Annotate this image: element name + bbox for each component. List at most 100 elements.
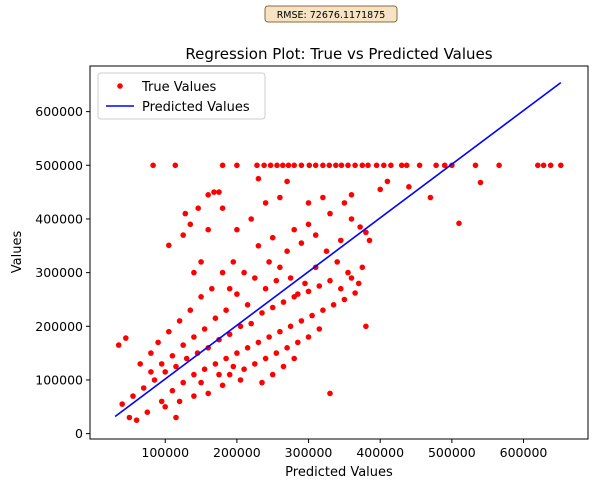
data-point	[312, 162, 319, 169]
data-point	[262, 200, 269, 206]
data-point	[320, 307, 326, 314]
data-point	[341, 200, 348, 206]
data-point	[547, 162, 554, 169]
data-point	[259, 310, 265, 316]
data-point	[198, 259, 204, 265]
data-point	[151, 377, 158, 383]
data-point	[158, 361, 165, 367]
data-point	[345, 162, 351, 169]
data-point	[363, 229, 369, 236]
data-point	[280, 162, 286, 169]
data-point	[280, 299, 287, 305]
data-point	[176, 398, 183, 405]
data-point	[248, 320, 254, 327]
data-point	[273, 277, 280, 284]
plot-area	[90, 66, 588, 439]
data-point	[266, 334, 272, 340]
data-point	[381, 162, 387, 169]
x-tick-label: 200000	[213, 445, 261, 460]
data-point	[287, 275, 294, 281]
data-point	[338, 237, 344, 244]
data-point	[150, 162, 156, 169]
data-point	[169, 353, 176, 359]
data-point	[291, 355, 298, 362]
data-point	[338, 285, 344, 292]
data-point	[119, 401, 125, 407]
data-point	[237, 323, 244, 330]
data-point	[216, 371, 222, 378]
data-point	[334, 259, 341, 265]
data-point	[241, 269, 247, 276]
data-point	[357, 224, 363, 230]
data-point	[191, 371, 197, 378]
data-point	[234, 226, 240, 233]
data-point	[234, 162, 240, 169]
data-point	[284, 178, 290, 185]
data-point	[166, 328, 172, 335]
data-point	[183, 355, 190, 362]
y-tick-label: 500000	[35, 158, 83, 173]
data-point	[433, 162, 439, 169]
data-point	[148, 369, 154, 375]
data-point	[306, 162, 313, 169]
data-point	[295, 291, 301, 297]
data-point	[191, 393, 197, 399]
data-point	[162, 369, 168, 375]
y-axis-label: Values	[10, 231, 25, 274]
data-point	[535, 162, 541, 169]
data-point	[123, 335, 129, 341]
data-point	[212, 315, 219, 322]
regression-line	[114, 81, 562, 418]
data-point	[252, 275, 258, 281]
data-point	[130, 393, 136, 399]
data-point	[252, 361, 258, 367]
data-point	[287, 323, 294, 330]
data-point	[298, 240, 305, 246]
data-point	[155, 339, 161, 346]
data-point	[365, 162, 371, 169]
axes-frame	[89, 65, 589, 440]
data-point	[285, 162, 292, 169]
data-point	[201, 326, 208, 332]
data-point	[248, 216, 254, 222]
data-point	[373, 162, 380, 169]
data-point	[244, 302, 251, 308]
data-point	[327, 210, 333, 217]
data-point	[302, 280, 308, 287]
data-point	[261, 162, 267, 169]
data-point	[305, 334, 312, 340]
y-tick-label: 200000	[35, 319, 83, 334]
data-point	[284, 345, 290, 351]
data-point	[148, 350, 154, 356]
data-point	[327, 390, 333, 397]
data-point	[277, 264, 283, 271]
data-point	[191, 269, 197, 276]
y-tick-label: 400000	[35, 211, 83, 226]
data-point	[259, 379, 265, 386]
data-point	[226, 331, 233, 338]
data-point	[327, 277, 333, 284]
data-point	[205, 192, 211, 198]
data-point	[309, 312, 315, 319]
data-point	[274, 162, 280, 169]
data-point	[158, 398, 165, 405]
data-point	[209, 285, 215, 292]
data-point	[255, 175, 262, 182]
x-tick-label: 400000	[356, 445, 404, 460]
data-point	[212, 361, 219, 367]
data-point	[277, 194, 283, 201]
data-point	[262, 285, 269, 292]
data-point	[173, 363, 179, 370]
data-point	[230, 259, 237, 265]
data-point	[388, 162, 394, 169]
data-point	[234, 291, 240, 297]
data-point	[355, 280, 362, 287]
data-point	[223, 307, 229, 314]
data-point	[133, 417, 140, 424]
data-point	[416, 162, 423, 169]
data-point	[223, 355, 229, 362]
data-point	[316, 283, 323, 289]
data-point	[273, 350, 280, 356]
data-point	[269, 371, 276, 378]
